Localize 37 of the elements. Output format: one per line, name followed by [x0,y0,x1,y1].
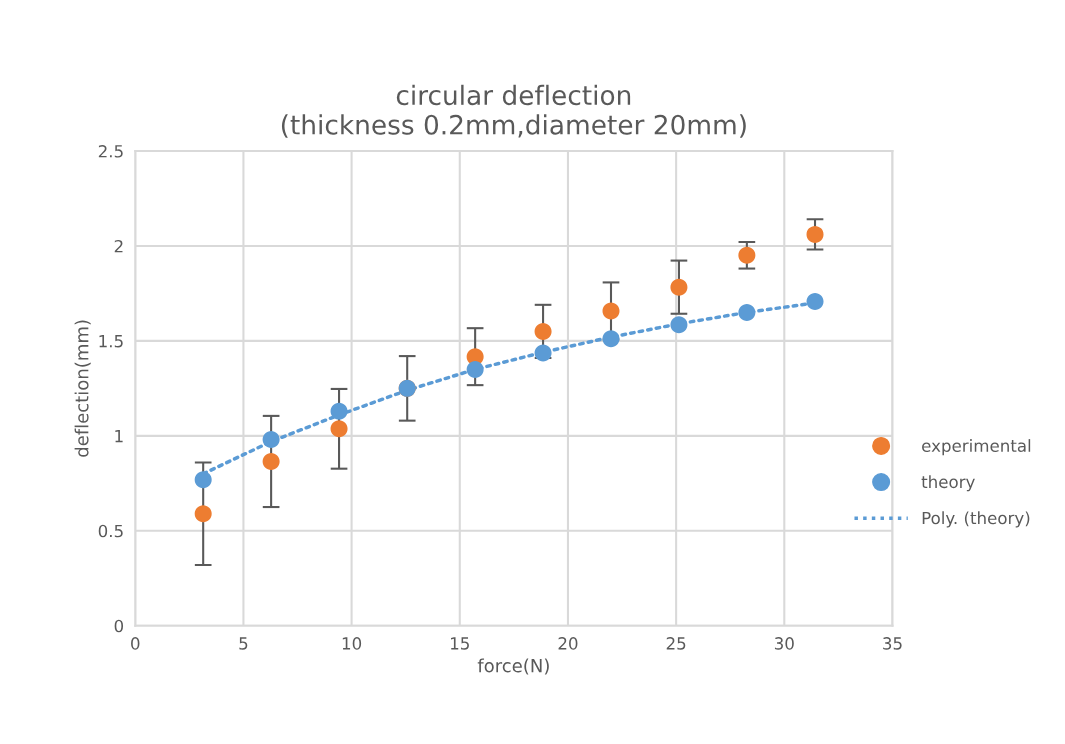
point [194,471,212,489]
point [262,430,280,448]
point [806,292,824,310]
y-tick-label: 2 [114,239,123,253]
point [194,505,212,523]
x-axis-title: force(N) [477,658,549,675]
x-tick-label: 15 [451,637,469,650]
x-tick-label: 25 [666,637,686,650]
legend-label: experimental [922,439,1031,456]
y-tick-label: 2.5 [98,144,123,158]
point [602,330,620,348]
x-tick-label: 35 [883,637,902,650]
point [534,322,552,340]
y-tick-label: 0.5 [98,524,123,538]
point [738,303,756,321]
point [670,316,688,334]
point [670,278,688,296]
legend-label: Poly. (theory) [922,511,1030,528]
x-tick-label: 20 [558,637,578,650]
y-tick-label: 1 [115,430,123,443]
point [738,246,756,264]
x-tick-label: 0 [131,637,140,650]
x-tick-label: 5 [239,637,248,650]
chart-title: circular deflection (thickness 0.2mm,diameter 20mm) [281,84,746,138]
point [262,452,280,470]
point [330,402,348,420]
legend-label: theory [921,475,975,492]
point [466,361,484,379]
y-axis-title: deflection(mm) [74,320,91,457]
point [534,344,552,362]
y-tick-label: 0 [114,619,124,633]
x-tick-label: 10 [342,637,362,650]
x-tick-label: 30 [774,637,794,650]
point [602,302,620,320]
point [806,225,824,243]
point [330,420,348,438]
y-tick-label: 1.5 [99,335,123,348]
